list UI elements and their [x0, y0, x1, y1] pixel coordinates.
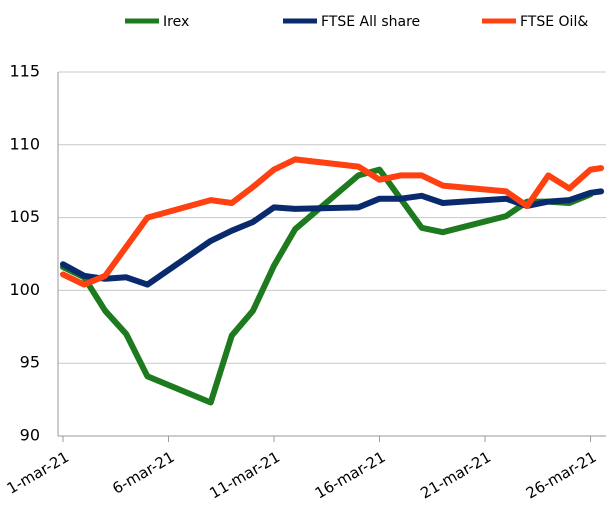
x-tick-label: 21-mar-21 — [417, 448, 494, 503]
series-line-ftse-all-share — [60, 188, 605, 288]
x-axis-ticks: 1-mar-21 6-mar-21 11-mar-21 16-mar-21 21-mar… — [4, 436, 600, 502]
x-tick-label: 16-mar-21 — [312, 448, 389, 503]
series-lines — [60, 156, 605, 406]
series-line-ftse-oil- — [60, 156, 605, 288]
x-tick-label: 26-mar-21 — [523, 448, 600, 503]
gridlines — [58, 71, 606, 437]
x-tick-label: 1-mar-21 — [4, 448, 72, 498]
legend-label: FTSE All share — [321, 14, 420, 30]
x-tick-label: 11-mar-21 — [206, 448, 283, 503]
y-tick-label: 90 — [20, 426, 40, 445]
y-tick-label: 100 — [9, 280, 40, 299]
legend-label: FTSE Oil& — [520, 14, 588, 30]
y-tick-label: 105 — [9, 207, 40, 226]
y-tick-label: 115 — [9, 62, 40, 81]
y-axis-ticks: 90 95 100 105 110 115 — [9, 62, 40, 445]
series-line-irex — [60, 166, 594, 406]
legend-label: Irex — [163, 14, 189, 30]
y-tick-label: 110 — [9, 134, 40, 153]
legend: Irex FTSE All share FTSE Oil& — [125, 14, 588, 30]
axes — [57, 72, 606, 437]
x-tick-label: 6-mar-21 — [109, 448, 177, 498]
y-tick-label: 95 — [20, 353, 40, 372]
